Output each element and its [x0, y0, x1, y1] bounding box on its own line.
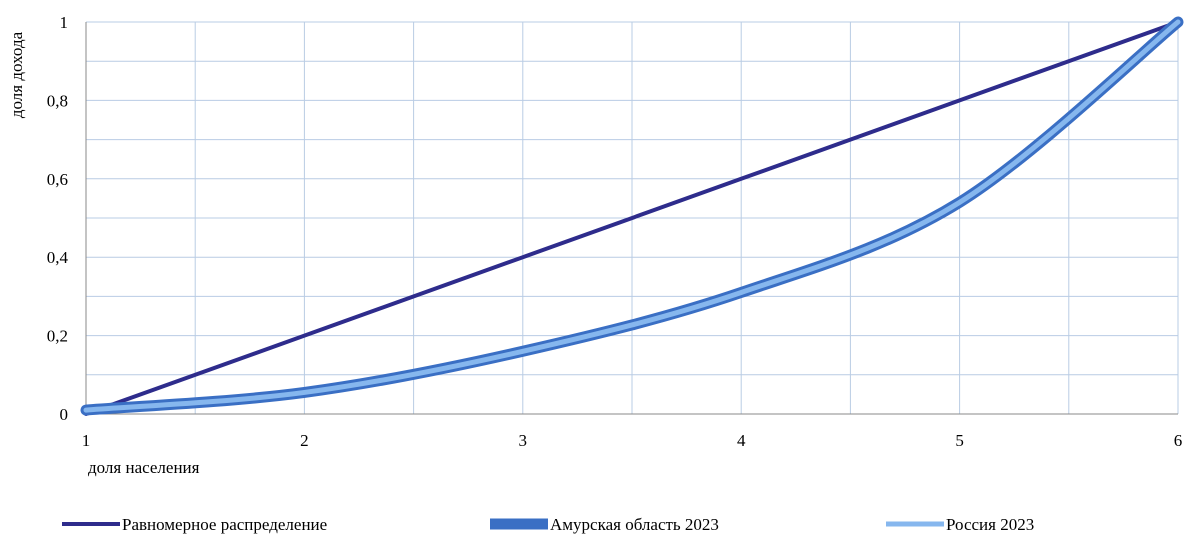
series-line [84, 20, 1180, 416]
x-tick-label: 6 [1174, 431, 1183, 450]
x-axis-label: доля населения [88, 458, 200, 477]
legend-label: Амурская область 2023 [550, 515, 719, 534]
y-tick-label: 0,4 [47, 248, 69, 267]
y-tick-label: 0,6 [47, 170, 68, 189]
y-tick-label: 0,8 [47, 91, 68, 110]
x-tick-label: 3 [519, 431, 528, 450]
series-line [83, 19, 1181, 413]
legend: Равномерное распределение Амурская област… [62, 515, 1034, 534]
axes [85, 22, 1178, 415]
series-lines [80, 16, 1184, 416]
y-axis-label: доля дохода [7, 31, 26, 118]
x-tick-label: 4 [737, 431, 746, 450]
x-tick-label: 2 [300, 431, 309, 450]
tick-labels: 1 2 3 4 5 6 0 0,2 0,4 0,6 0,8 1 [47, 13, 1183, 450]
legend-label: Равномерное распределение [122, 515, 327, 534]
y-tick-label: 0 [60, 405, 69, 424]
y-tick-label: 1 [60, 13, 69, 32]
x-tick-label: 5 [955, 431, 964, 450]
x-tick-label: 1 [82, 431, 91, 450]
y-tick-label: 0,2 [47, 327, 68, 346]
legend-label: Россия 2023 [946, 515, 1034, 534]
